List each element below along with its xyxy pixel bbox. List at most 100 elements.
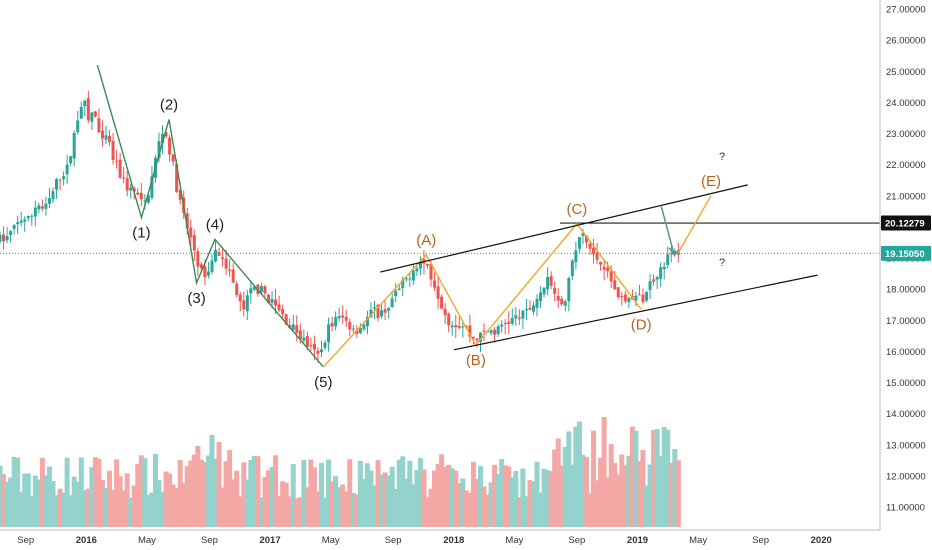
channel-lower-line [453,274,818,351]
volume-bar [255,456,261,527]
volume-bar [520,468,526,527]
candle-body [157,141,161,159]
volume-bar [195,445,201,527]
volume-bar [467,492,473,527]
volume-bar [654,429,660,527]
volume-bar [559,465,565,527]
volume-bar [32,475,38,527]
volume-bar [294,498,300,527]
volume-bar [336,487,342,527]
candle-body [122,177,126,179]
volume-bar [18,491,24,527]
volume-bar [205,455,211,527]
volume-bar [601,416,607,527]
volume-bar [213,458,219,527]
candle-body [471,336,475,339]
volume-bar [361,478,367,527]
candle-body [69,156,73,164]
candle-body [546,277,550,290]
time-axis[interactable]: Sep 2016 May Sep 2017 May Sep 2018 May Sep 2019 May… [17,535,832,546]
volume-bar [135,463,141,527]
volume-bar [410,484,416,527]
volume-bar [470,461,476,527]
volume-bar [103,488,109,527]
volume-bar [477,466,483,527]
volume-bar [350,493,356,527]
volume-bar [615,474,621,527]
candle-body [132,188,136,192]
volume-bar [124,473,130,527]
volume-bar [665,429,671,527]
volume-bar [389,466,395,527]
candle-body [362,324,366,330]
time-tick-label: May [505,535,523,546]
volume-bar [495,474,501,527]
candle-body [270,298,274,303]
volume-bar [138,455,144,527]
candle-body [125,178,129,191]
candle-body [217,252,221,256]
volume-bar [598,457,604,527]
candle-body [93,111,97,117]
volume-bar [644,485,650,527]
volume-bar [432,470,438,527]
volume-bar [269,467,275,527]
candle-body [189,227,193,238]
time-tick-label: Sep [568,535,585,546]
candle-body [450,325,454,328]
price-label-text: 19.15050 [885,249,925,260]
candle-body [514,315,518,319]
candle-body [26,215,30,219]
candle-body [666,254,670,265]
time-tick-label: 2019 [627,535,648,546]
volume-bar [149,492,155,527]
candle-body [655,277,659,280]
candle-body [652,279,656,282]
candle-body [9,230,13,236]
candle-body [118,159,122,178]
volume-bar [347,459,353,527]
volume-bar [297,497,303,527]
candle-body [196,251,200,267]
time-tick-label: May [322,535,340,546]
volume-bar [608,444,614,527]
volume-bar [11,456,17,527]
candle-body [330,322,334,327]
candle-body [418,261,422,269]
wave-label: (1) [132,225,150,242]
candle-body [496,326,500,334]
volume-bar [407,460,413,527]
candle-body [199,264,203,269]
candle-body [316,350,320,354]
volume-bar [273,455,279,527]
volume-bar [110,489,116,527]
volume-bar [170,484,176,527]
candle-body [560,298,564,305]
candle-body [365,316,369,327]
price-tick-label: 16.00000 [886,347,926,358]
volume-bar [216,442,222,527]
candle-body [662,266,666,270]
volume-bar [121,490,127,527]
volume-bar [502,465,508,527]
candle-body [274,299,278,306]
volume-bar [78,457,84,527]
volume-bar [668,463,674,527]
candle-body [224,258,228,269]
volume-bar [54,495,60,527]
candle-body [16,222,20,225]
volume-bar [545,470,551,527]
candle-body [146,195,150,203]
volume-bar [629,426,635,527]
candle-body [376,304,380,319]
candle-body [440,296,444,309]
volume-bar [131,485,137,527]
candle-body [30,215,34,217]
volume-bar [276,495,282,527]
volume-bar [343,491,349,527]
candle-body [104,135,108,140]
candle-body [475,338,479,341]
price-tick-label: 25.00000 [886,67,926,78]
candle-body [214,249,218,262]
